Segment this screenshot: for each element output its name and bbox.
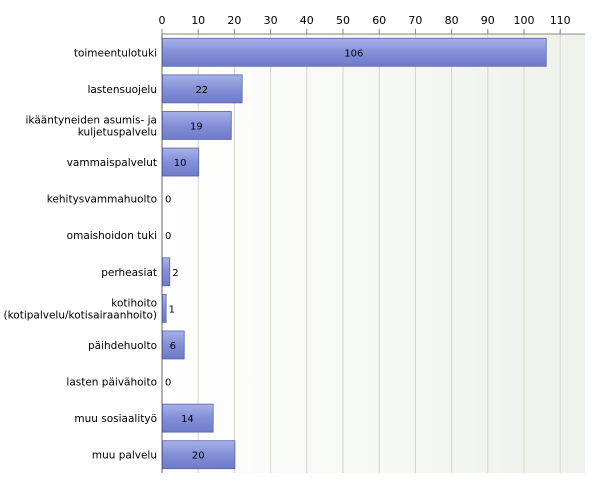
x-tick-label-20: 20: [227, 14, 241, 27]
value-label-2: 19: [190, 121, 203, 132]
category-label-2-line-0: ikääntyneiden asumis- ja: [26, 114, 157, 126]
category-label-4: kehitysvammahuolto: [47, 194, 157, 206]
x-tick-label-60: 60: [372, 14, 386, 27]
bar-6: [162, 257, 171, 287]
x-tick-label-90: 90: [481, 14, 495, 27]
value-label-6: 2: [172, 268, 178, 279]
value-label-4: 0: [165, 195, 171, 206]
x-tick-label-0: 0: [159, 14, 166, 27]
bar-7: [162, 293, 167, 323]
bar-0: [162, 37, 547, 67]
x-tick-label-10: 10: [191, 14, 205, 27]
value-label-9: 0: [165, 378, 171, 389]
x-tick-label-50: 50: [336, 14, 350, 27]
bar-3: [162, 147, 200, 177]
bar-1: [162, 74, 243, 104]
x-tick-label-70: 70: [408, 14, 422, 27]
value-label-1: 22: [195, 85, 208, 96]
bar-11: [162, 440, 236, 470]
value-label-11: 20: [192, 451, 205, 462]
value-label-5: 0: [165, 231, 171, 242]
category-label-7-line-0: kotihoito: [111, 297, 157, 309]
x-tick-label-80: 80: [445, 14, 459, 27]
category-label-2-line-1: kuljetuspalvelu: [78, 126, 157, 138]
bar-10: [162, 403, 214, 433]
plot-area: [162, 34, 585, 473]
bar-8: [162, 330, 185, 360]
value-label-8: 6: [170, 341, 176, 352]
value-label-7: 1: [169, 304, 175, 315]
category-label-11: muu palvelu: [92, 450, 157, 462]
category-label-7-line-1: (kotipalvelu/kotisairaanhoito): [3, 309, 157, 321]
category-label-1: lastensuojelu: [87, 84, 157, 96]
x-tick-label-40: 40: [300, 14, 314, 27]
category-label-9: lasten päivähoito: [66, 377, 157, 389]
x-tick-label-30: 30: [264, 14, 278, 27]
category-label-3: vammaispalvelut: [67, 157, 157, 169]
value-label-3: 10: [174, 158, 187, 169]
x-tick-label-110: 110: [550, 14, 571, 27]
category-label-10: muu sosiaalityö: [74, 413, 157, 425]
bar-2: [162, 111, 232, 140]
category-label-8: päihdehuolto: [88, 340, 157, 352]
value-label-10: 14: [181, 414, 194, 425]
category-label-0: toimeentulotuki: [74, 47, 157, 59]
x-tick-label-100: 100: [514, 14, 535, 27]
category-label-5: omaishoidon tuki: [67, 230, 157, 242]
value-label-0: 106: [344, 48, 363, 59]
category-label-6: perheasiat: [101, 267, 157, 279]
